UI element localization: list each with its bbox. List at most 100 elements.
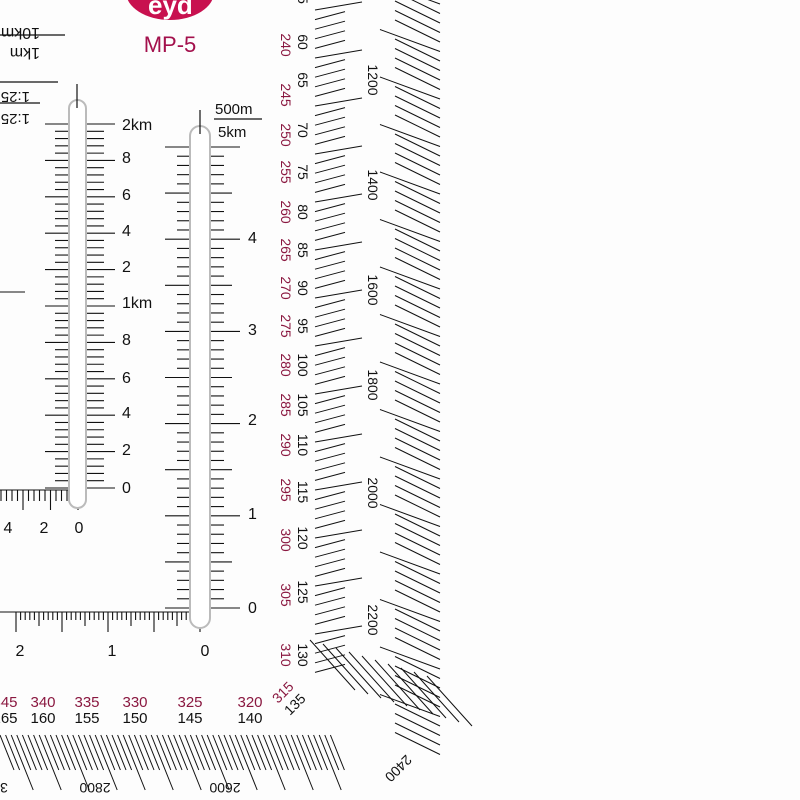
tick — [314, 212, 346, 222]
tick — [394, 152, 441, 176]
tick — [139, 734, 155, 771]
slot-2 — [189, 125, 211, 629]
scale-label: 240 — [278, 33, 294, 57]
tick — [394, 38, 441, 62]
scale-label: 130 — [295, 643, 311, 667]
tick — [314, 251, 346, 261]
tick — [195, 734, 211, 771]
tick — [314, 241, 363, 251]
tick — [314, 126, 346, 136]
tick — [314, 59, 346, 69]
tick — [426, 675, 473, 727]
tick — [379, 694, 441, 717]
tick — [189, 734, 205, 771]
tick — [427, 0, 441, 5]
tick — [379, 551, 441, 575]
tick — [314, 635, 346, 645]
model-label: MP-5 — [144, 32, 197, 57]
scale-label: 110 — [295, 434, 311, 457]
tick — [314, 567, 346, 577]
tick — [307, 734, 323, 771]
slot2-header-500m: 500m — [215, 101, 253, 118]
tick — [314, 222, 346, 232]
scale-label: 3 — [0, 780, 8, 796]
scale-label: 285 — [278, 393, 294, 417]
tick — [122, 734, 146, 791]
scale-label: 2 — [122, 259, 131, 276]
scale-label: 280 — [278, 353, 294, 377]
scale-label: 140 — [237, 710, 262, 727]
tick — [314, 366, 346, 376]
tick — [394, 437, 441, 461]
tick — [394, 257, 441, 280]
tick — [314, 529, 363, 539]
tick — [167, 734, 183, 771]
tick — [72, 734, 88, 771]
scale-label: 1400 — [365, 169, 381, 200]
scale-label: 1km — [122, 295, 152, 312]
tick — [38, 734, 62, 791]
scale-label: 2 — [122, 442, 131, 459]
ratio-label: 1:25 — [1, 88, 30, 105]
tick — [257, 734, 273, 771]
tick — [394, 580, 441, 603]
tick — [329, 734, 345, 771]
tick — [314, 452, 346, 462]
tick — [314, 49, 363, 59]
tick — [394, 200, 441, 223]
tick — [111, 734, 127, 771]
tick — [314, 654, 346, 664]
tick — [49, 734, 65, 771]
tick — [314, 577, 363, 587]
tick — [314, 471, 346, 481]
scale-label: 75 — [295, 164, 311, 180]
scale-label: 300 — [278, 528, 294, 552]
tick — [262, 734, 286, 791]
tick — [301, 734, 317, 771]
tick — [394, 295, 441, 318]
tick — [314, 414, 346, 424]
scale-label: 5 — [295, 0, 311, 4]
tick — [394, 485, 441, 508]
scale-label: 1800 — [365, 369, 381, 400]
scale-label: 1200 — [365, 64, 381, 95]
tick — [394, 513, 441, 537]
tick — [0, 734, 15, 771]
tick — [33, 734, 49, 771]
tick — [379, 219, 441, 242]
scale-label: 115 — [295, 481, 311, 504]
tick — [374, 659, 421, 711]
scale-label: 260 — [278, 200, 294, 224]
scale-label: 155 — [74, 710, 99, 727]
tick — [394, 494, 441, 518]
tick — [394, 209, 441, 233]
tick — [314, 299, 346, 309]
tick — [394, 390, 441, 413]
tick — [234, 734, 258, 791]
tick — [394, 570, 441, 594]
tick — [314, 423, 346, 433]
tick — [348, 651, 395, 703]
tick — [314, 491, 346, 501]
scale-label: 4 — [4, 520, 13, 537]
tick — [394, 703, 441, 727]
tick — [314, 164, 346, 174]
scale-label: 325 — [177, 694, 202, 711]
tick — [314, 481, 363, 491]
scale-label: 100 — [295, 353, 311, 377]
tick — [314, 519, 346, 529]
tick — [394, 475, 441, 499]
tick — [394, 105, 441, 128]
tick — [314, 1, 363, 11]
tick — [314, 337, 363, 347]
scale-10km: 10km — [1, 24, 40, 41]
tick — [314, 107, 346, 117]
tick — [387, 663, 434, 715]
tick — [394, 181, 441, 204]
scale-label: 4 — [122, 405, 131, 422]
tick — [394, 190, 441, 214]
tick — [16, 734, 32, 771]
slot-1 — [68, 99, 87, 509]
tick — [394, 114, 441, 138]
tick — [296, 734, 312, 771]
